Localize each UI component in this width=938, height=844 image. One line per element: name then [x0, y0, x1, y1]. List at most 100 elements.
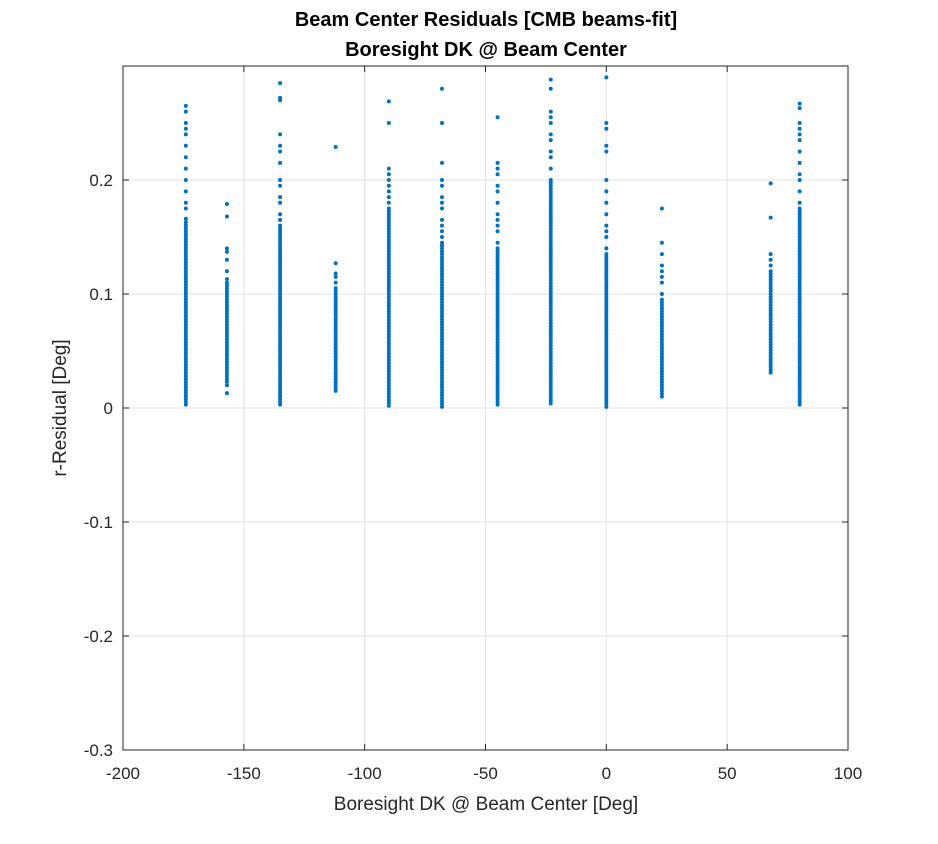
data-point	[440, 252, 444, 257]
data-point	[183, 297, 188, 302]
data-point	[604, 351, 609, 356]
data-point	[224, 362, 229, 367]
data-point	[278, 311, 283, 316]
data-point	[797, 385, 802, 390]
data-point	[183, 339, 188, 344]
data-point	[278, 357, 283, 362]
data-point	[386, 232, 391, 237]
data-point	[333, 329, 338, 334]
data-point	[183, 225, 188, 230]
data-point	[797, 314, 802, 319]
data-point	[183, 121, 188, 125]
data-point	[548, 238, 553, 243]
data-point	[768, 257, 773, 262]
data-point	[797, 288, 802, 293]
data-point	[386, 235, 391, 240]
data-point	[183, 237, 188, 242]
data-point	[604, 303, 609, 308]
data-point	[548, 369, 553, 374]
data-point	[604, 269, 609, 274]
data-point	[797, 303, 802, 308]
data-point	[797, 237, 802, 242]
data-point	[278, 371, 283, 376]
data-point	[183, 285, 188, 290]
data-point	[768, 370, 773, 375]
data-point	[440, 160, 444, 165]
data-point	[278, 323, 283, 328]
data-point	[659, 297, 664, 302]
data-point	[183, 166, 188, 171]
data-point	[183, 328, 188, 333]
data-point	[797, 226, 802, 231]
data-point	[495, 374, 500, 379]
data-point	[604, 274, 609, 279]
data-point	[278, 359, 283, 364]
data-point	[278, 300, 283, 305]
data-point	[604, 353, 609, 358]
y-tick-label: -0.2	[84, 627, 113, 646]
data-point	[333, 383, 338, 388]
data-point	[278, 237, 283, 242]
data-point	[183, 299, 188, 304]
data-point	[768, 359, 773, 364]
data-point	[495, 240, 500, 245]
data-point	[386, 383, 391, 388]
data-point	[659, 337, 664, 342]
data-point	[604, 257, 609, 262]
chart-title: Beam Center Residuals [CMB beams-fit]	[295, 9, 677, 31]
data-point	[278, 195, 283, 200]
data-point	[548, 381, 553, 386]
data-point	[548, 364, 553, 369]
data-point	[440, 317, 444, 322]
data-point	[278, 229, 283, 234]
data-point	[224, 286, 229, 291]
data-point	[440, 376, 444, 381]
data-point	[440, 229, 444, 234]
data-point	[495, 291, 500, 296]
data-point	[440, 342, 444, 347]
data-point	[440, 263, 444, 268]
data-point	[495, 311, 500, 316]
data-point	[495, 274, 500, 279]
data-point	[440, 368, 444, 373]
data-point	[224, 300, 229, 305]
data-point	[278, 377, 283, 382]
data-point	[495, 286, 500, 291]
data-point	[386, 269, 391, 274]
data-point	[278, 286, 283, 291]
data-point	[440, 178, 444, 182]
data-point	[495, 402, 500, 407]
data-point	[548, 132, 553, 137]
data-point	[797, 377, 802, 382]
data-point	[548, 86, 553, 91]
data-point	[548, 155, 553, 160]
data-point	[386, 352, 391, 357]
data-point	[183, 311, 188, 316]
data-point	[797, 351, 802, 356]
data-point	[797, 359, 802, 364]
data-point	[604, 365, 609, 370]
data-point	[604, 345, 609, 350]
data-point	[548, 77, 553, 82]
data-point	[440, 300, 444, 305]
data-point	[183, 206, 188, 211]
data-point	[797, 234, 802, 239]
data-point	[440, 348, 444, 353]
data-point	[797, 342, 802, 347]
data-point	[548, 263, 553, 268]
data-point	[333, 271, 338, 276]
data-point	[604, 235, 609, 239]
data-point	[495, 260, 500, 265]
data-point	[386, 263, 391, 268]
data-point	[768, 291, 773, 296]
data-point	[659, 329, 664, 334]
data-point	[495, 394, 500, 399]
x-tick-label: -100	[348, 764, 382, 783]
data-point	[797, 101, 802, 106]
data-point	[548, 241, 553, 246]
data-point	[797, 368, 802, 373]
data-point	[386, 395, 391, 400]
data-point	[386, 183, 391, 188]
data-point	[278, 325, 283, 330]
